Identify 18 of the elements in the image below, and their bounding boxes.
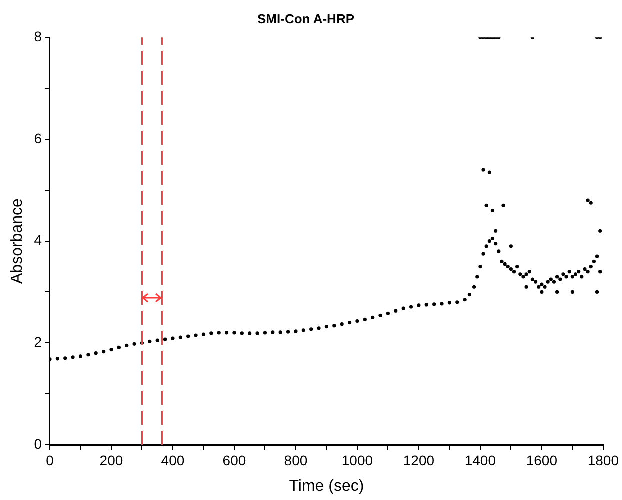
x-tick-label: 0 bbox=[46, 452, 54, 468]
y-axis-title: Absorbance bbox=[9, 198, 26, 284]
y-tick-label: 4 bbox=[34, 232, 42, 248]
x-axis-title: Time (sec) bbox=[289, 478, 364, 495]
x-tick-label: 1000 bbox=[342, 452, 374, 468]
x-tick-label: 1400 bbox=[464, 452, 496, 468]
x-tick-label: 400 bbox=[161, 452, 185, 468]
x-tick-label: 1800 bbox=[588, 452, 620, 468]
chart-title: SMI-Con A-HRP bbox=[257, 11, 355, 26]
x-tick-label: 1600 bbox=[526, 452, 558, 468]
y-tick-label: 0 bbox=[34, 436, 42, 452]
x-tick-label: 800 bbox=[284, 452, 308, 468]
y-tick-label: 8 bbox=[34, 28, 42, 44]
x-tick-label: 1200 bbox=[403, 452, 435, 468]
x-tick-label: 600 bbox=[222, 452, 246, 468]
y-tick-label: 6 bbox=[34, 130, 42, 146]
y-tick-label: 2 bbox=[34, 334, 42, 350]
x-tick-label: 200 bbox=[100, 452, 124, 468]
